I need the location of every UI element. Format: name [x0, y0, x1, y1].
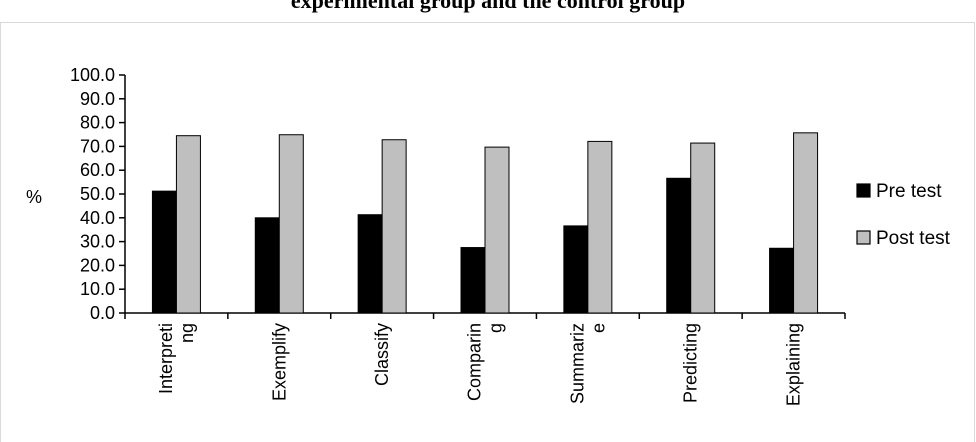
- legend-swatch-post-test: [856, 230, 871, 245]
- category-label: Summariz: [567, 323, 587, 404]
- bar-post-test: [278, 134, 304, 314]
- category-label: Predicting: [681, 323, 701, 403]
- y-tick-label: 70.0: [80, 136, 115, 156]
- bar-pre-test: [460, 247, 486, 314]
- bar-pre-test: [769, 247, 795, 314]
- bar-pre-test: [357, 214, 383, 314]
- bar-post-test: [484, 146, 510, 314]
- legend-label: Post test: [876, 228, 951, 249]
- bar-post-test: [175, 135, 201, 314]
- bar-post-test: [793, 132, 819, 314]
- y-tick-label: 80.0: [80, 113, 115, 133]
- bar-pre-test: [563, 225, 589, 314]
- chart-frame: [0, 22, 975, 442]
- y-tick-label: 90.0: [80, 89, 115, 109]
- bar-chart: 0.0 10.0 20.0 30.0 40.0 50.0 60.0 70.0 80.0 90.0 1…: [26, 65, 951, 406]
- category-label: Classify: [372, 323, 392, 386]
- category-label: g: [486, 323, 506, 333]
- category-label: e: [588, 323, 608, 333]
- bar-post-test: [587, 140, 613, 314]
- y-axis-label: %: [26, 187, 42, 207]
- bar-post-test: [690, 142, 716, 314]
- y-tick-label: 100.0: [70, 65, 115, 85]
- y-tick-label: 60.0: [80, 160, 115, 180]
- category-label: Interpreti: [156, 323, 176, 394]
- legend-swatch-pre-test: [856, 183, 871, 198]
- legend-label: Pre test: [876, 181, 942, 202]
- category-label: ng: [177, 323, 197, 343]
- y-tick-label: 50.0: [80, 184, 115, 204]
- bar-post-test: [381, 139, 407, 314]
- y-tick-label: 10.0: [80, 279, 115, 299]
- bar-pre-test: [151, 190, 177, 314]
- category-label: Exemplify: [269, 323, 289, 401]
- y-tick-label: 40.0: [80, 208, 115, 228]
- category-label: Comparin: [465, 323, 485, 401]
- category-label: Explaining: [784, 323, 804, 406]
- bar-pre-test: [254, 217, 280, 314]
- bar-pre-test: [666, 177, 692, 314]
- y-tick-label: 20.0: [80, 255, 115, 275]
- y-tick-label: 0.0: [90, 303, 115, 323]
- chart-title: experimental group and the control group: [290, 0, 686, 13]
- y-tick-label: 30.0: [80, 232, 115, 252]
